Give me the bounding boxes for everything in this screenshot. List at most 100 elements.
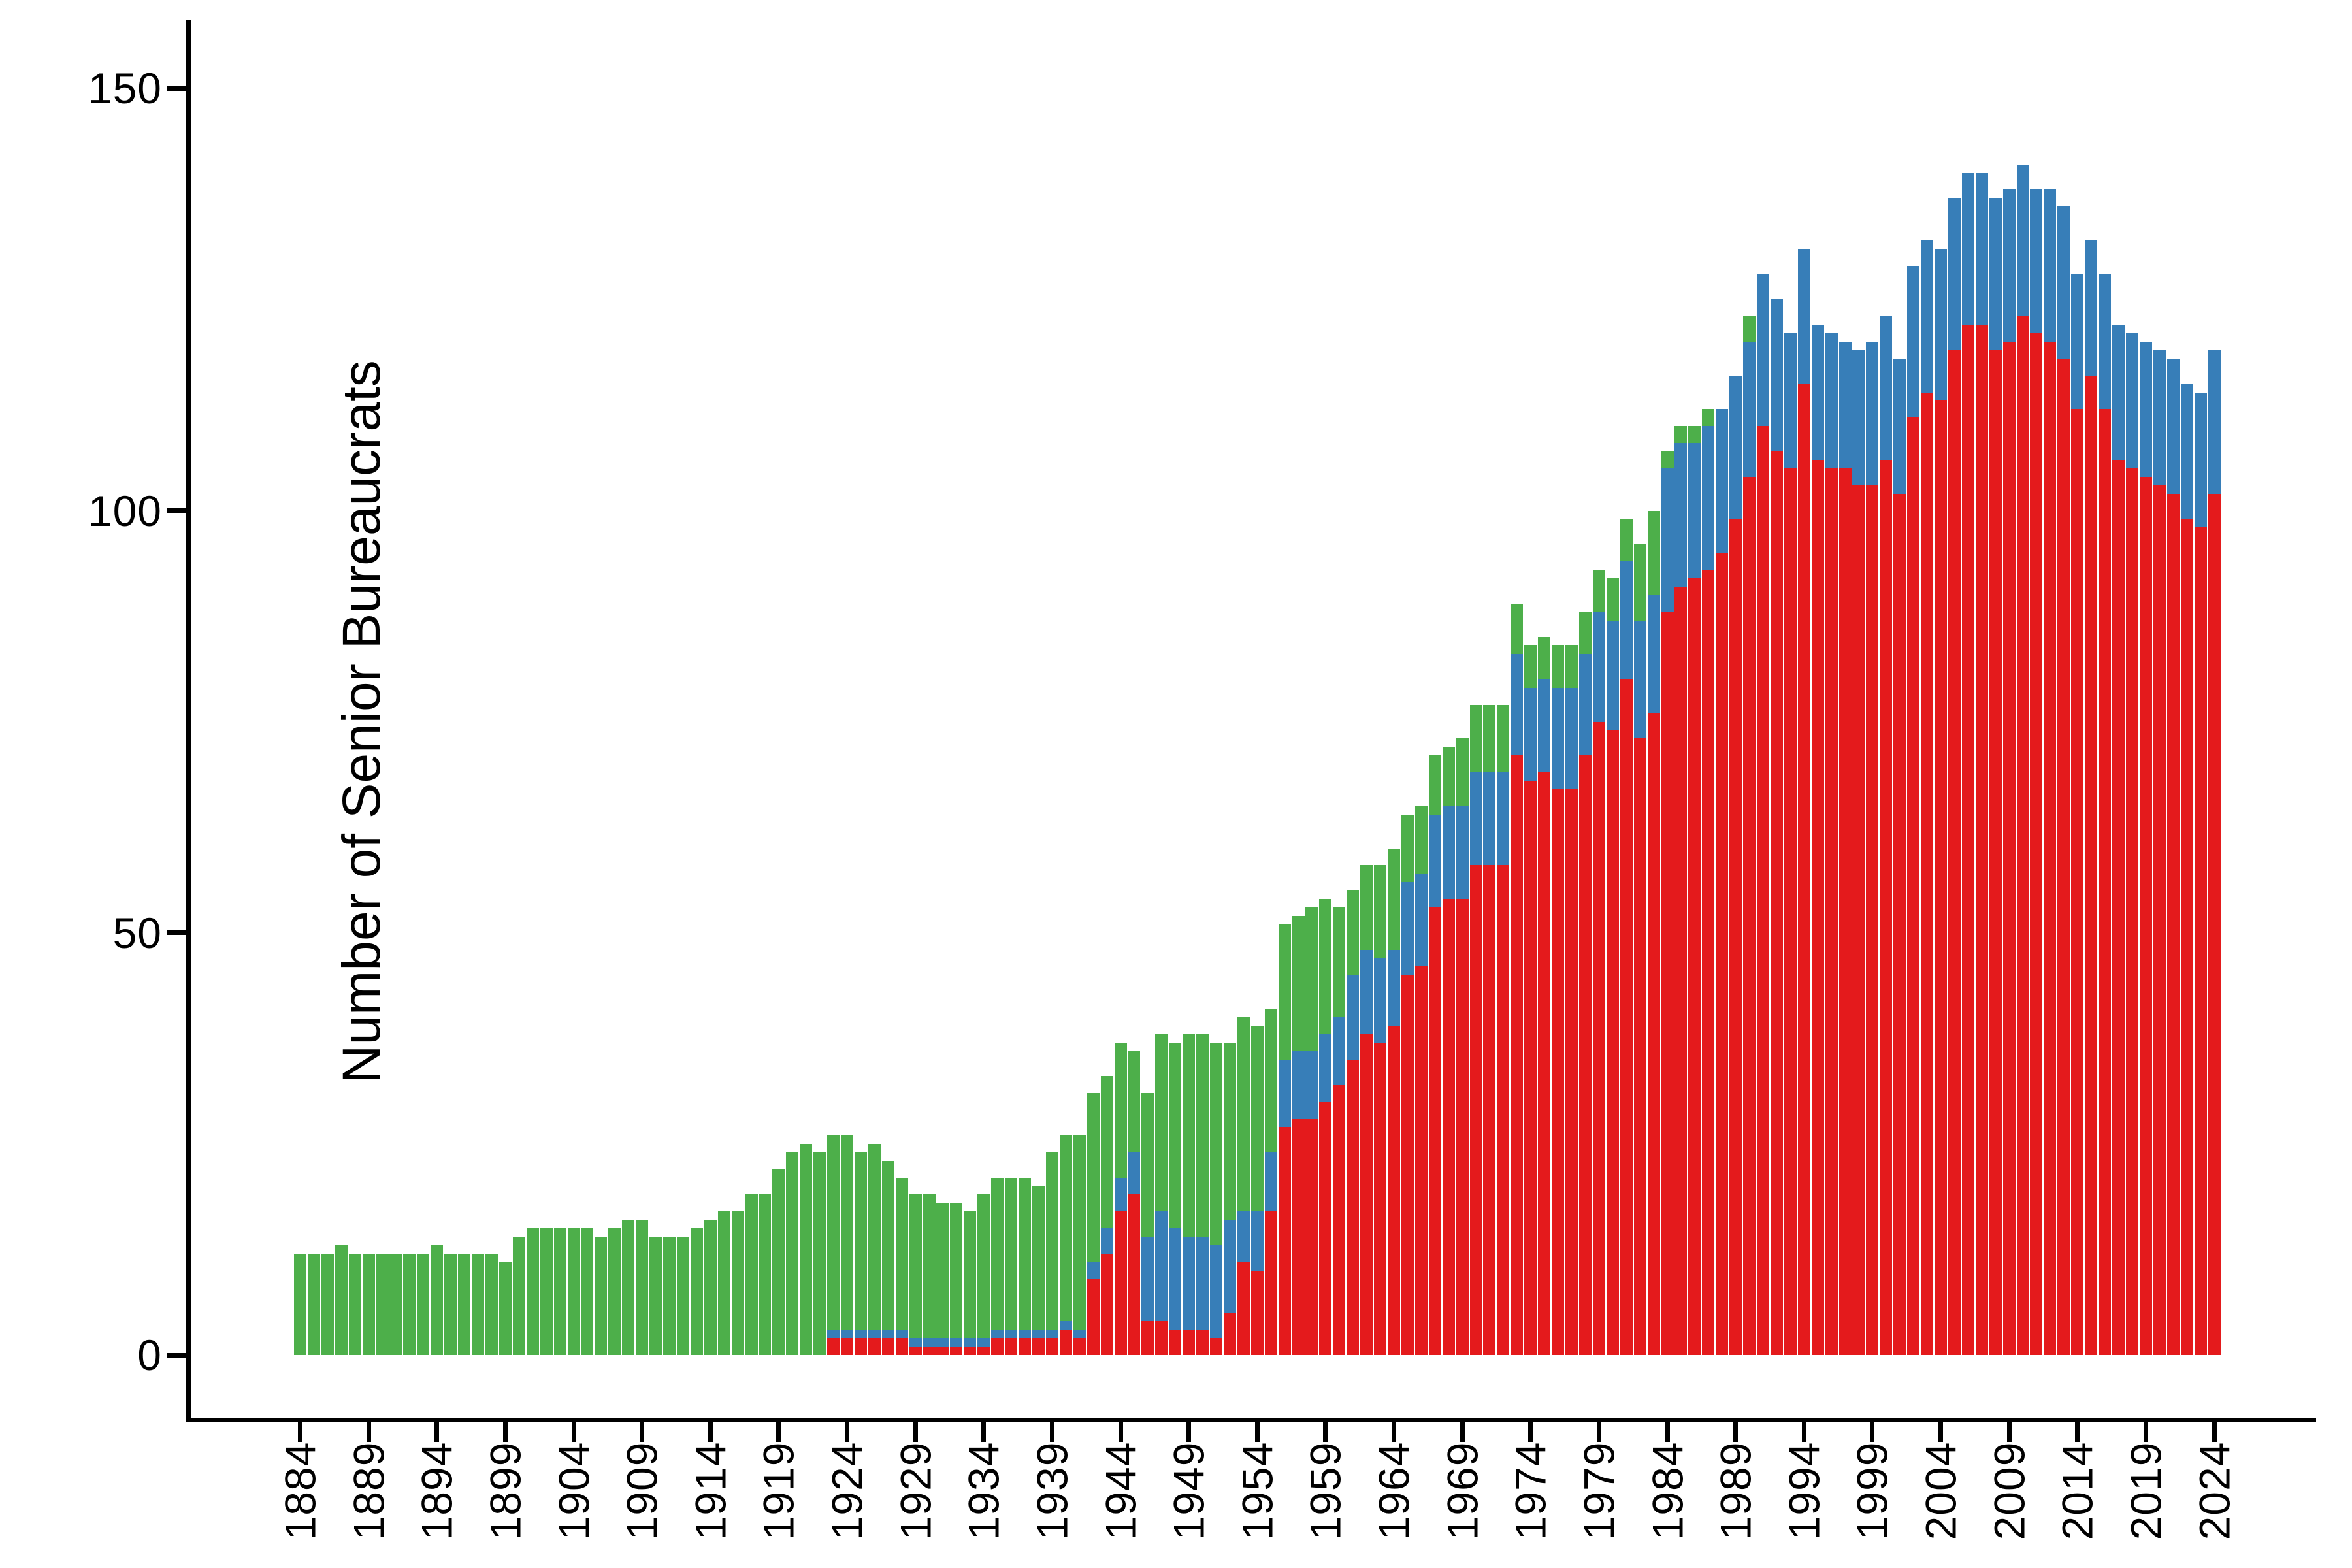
bar-2006-blue-segment (1961, 172, 1974, 325)
bar-2013-blue-segment (2057, 206, 2070, 359)
x-tick-1999 (1870, 1422, 1875, 1442)
bar-1887-green-segment (335, 1245, 348, 1355)
x-tick-2004 (1938, 1422, 1943, 1442)
x-tick-2024 (2212, 1422, 2217, 1442)
bar-1923 (827, 1135, 840, 1355)
bar-2018-blue-segment (2125, 333, 2138, 468)
bar-1928-blue-segment (895, 1330, 908, 1339)
bar-1965-red-segment (1401, 975, 1414, 1355)
bar-1924 (841, 1135, 853, 1355)
bar-1979-blue-segment (1592, 612, 1605, 722)
x-tick-1884 (298, 1422, 302, 1442)
bar-1979 (1592, 569, 1605, 1355)
bar-1958-blue-segment (1305, 1051, 1318, 1119)
bar-1901 (526, 1228, 539, 1355)
bar-2000-blue-segment (1880, 316, 1893, 460)
bar-1980-green-segment (1606, 578, 1619, 621)
bar-1971-red-segment (1483, 865, 1496, 1355)
bar-1917 (745, 1194, 758, 1355)
bar-1965-green-segment (1401, 814, 1414, 883)
bar-1933 (964, 1211, 977, 1355)
bar-1979-green-segment (1592, 569, 1605, 612)
bar-2010-blue-segment (2016, 164, 2029, 317)
bar-1910-green-segment (649, 1237, 662, 1355)
bar-1923-blue-segment (827, 1330, 840, 1339)
bar-2009-red-segment (2002, 341, 2016, 1355)
bar-1957-green-segment (1292, 915, 1305, 1051)
bar-1942 (1086, 1093, 1100, 1355)
bar-1951-green-segment (1209, 1042, 1222, 1245)
x-tick-1994 (1801, 1422, 1806, 1442)
bar-1985-red-segment (1674, 586, 1688, 1355)
bar-1992 (1770, 299, 1783, 1355)
bar-2015 (2085, 240, 2098, 1355)
bar-1951 (1209, 1042, 1222, 1355)
bar-1903 (553, 1228, 566, 1355)
bar-1905-green-segment (581, 1228, 594, 1355)
bar-1987-green-segment (1702, 409, 1715, 427)
bar-1929-red-segment (909, 1347, 922, 1355)
bar-1955-green-segment (1264, 1009, 1277, 1152)
x-tick-2009 (2006, 1422, 2012, 1442)
bar-1944-red-segment (1114, 1211, 1127, 1355)
bar-1971-blue-segment (1483, 772, 1496, 866)
bar-1969-red-segment (1456, 899, 1469, 1355)
bar-2010-red-segment (2016, 316, 2029, 1355)
bar-1953 (1237, 1017, 1250, 1355)
bar-1916 (731, 1211, 744, 1355)
bar-1958 (1305, 907, 1318, 1355)
bar-1941-red-segment (1073, 1338, 1086, 1355)
bar-1964 (1388, 848, 1400, 1355)
bar-1935 (991, 1177, 1004, 1355)
bar-1943-blue-segment (1100, 1228, 1113, 1254)
bar-2014-blue-segment (2071, 274, 2084, 410)
bar-2023-red-segment (2194, 527, 2207, 1355)
bar-1912-green-segment (676, 1237, 689, 1355)
bar-1967-blue-segment (1428, 814, 1441, 907)
bar-1952-red-segment (1223, 1313, 1236, 1355)
bar-1944-green-segment (1114, 1042, 1127, 1178)
bar-1929 (909, 1194, 922, 1355)
x-tick-1979 (1596, 1422, 1601, 1442)
bar-1952 (1223, 1042, 1236, 1355)
bar-1927 (881, 1160, 894, 1355)
bar-1906-green-segment (595, 1237, 608, 1355)
bar-1910 (649, 1237, 662, 1355)
bar-1969 (1456, 738, 1469, 1355)
bar-1984-blue-segment (1661, 468, 1674, 612)
x-tick-1929 (913, 1422, 918, 1442)
bar-2022-blue-segment (2180, 384, 2193, 519)
bar-1902-green-segment (540, 1228, 553, 1355)
bar-1940-red-segment (1059, 1330, 1072, 1355)
bar-2001-blue-segment (1893, 358, 1906, 494)
bar-1898 (485, 1253, 498, 1355)
bar-2024 (2208, 350, 2221, 1355)
bar-1997-red-segment (1838, 468, 1852, 1355)
bar-1986-blue-segment (1688, 443, 1701, 578)
bar-1996 (1825, 333, 1838, 1355)
bar-1956-blue-segment (1278, 1059, 1291, 1128)
bar-1960 (1333, 907, 1346, 1355)
bar-1987-red-segment (1702, 569, 1715, 1355)
bar-2013-red-segment (2057, 358, 2070, 1355)
bar-1936 (1005, 1177, 1018, 1355)
bar-1956-green-segment (1278, 924, 1291, 1060)
bar-1946-blue-segment (1141, 1237, 1154, 1322)
bar-1958-green-segment (1305, 907, 1318, 1051)
x-tick-1944 (1118, 1422, 1123, 1442)
bar-1963-blue-segment (1374, 958, 1387, 1043)
bar-1937-blue-segment (1019, 1330, 1032, 1339)
bar-1919 (772, 1169, 785, 1355)
bar-1913 (690, 1228, 703, 1355)
bar-1975-blue-segment (1538, 679, 1551, 773)
bar-2022 (2180, 384, 2193, 1355)
bar-1961 (1347, 890, 1360, 1355)
bar-1900-green-segment (512, 1237, 525, 1355)
bar-1977 (1565, 645, 1578, 1355)
bar-1976-red-segment (1552, 789, 1565, 1355)
bar-1934-blue-segment (977, 1338, 990, 1347)
bar-1940-green-segment (1059, 1135, 1072, 1322)
bar-1930-green-segment (923, 1194, 936, 1339)
bar-1921 (800, 1143, 813, 1355)
bar-1888-green-segment (348, 1253, 361, 1355)
